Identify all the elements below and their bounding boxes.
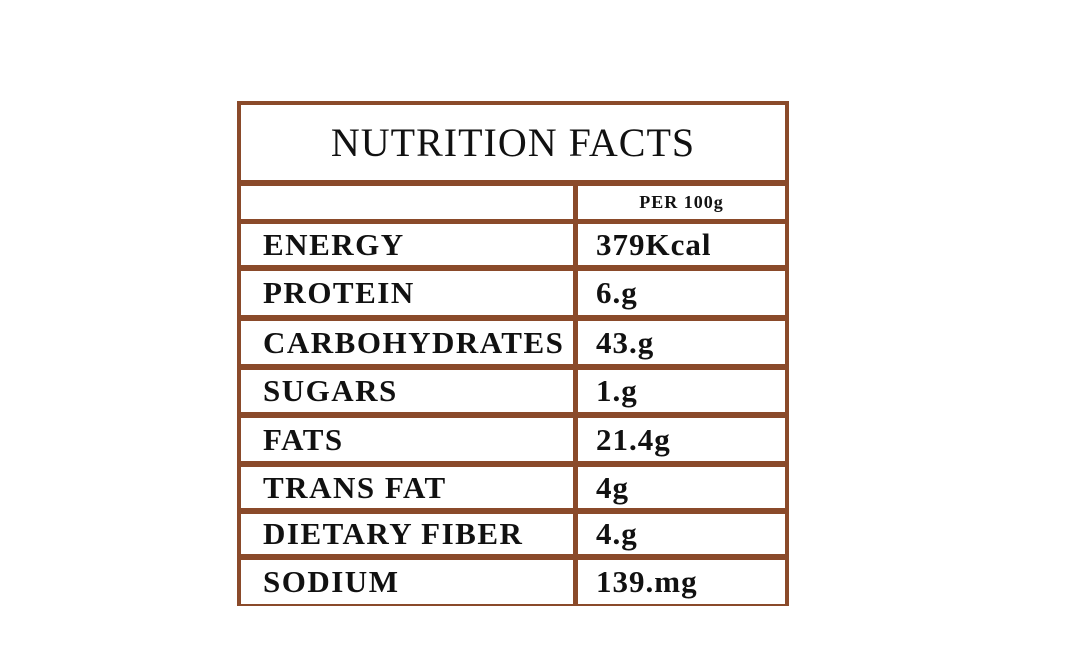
row-label: ENERGY — [263, 226, 405, 262]
row-value-cell: 6.g — [578, 271, 785, 315]
row-label-cell: FATS — [241, 418, 573, 461]
row-value-cell: 4g — [578, 467, 785, 508]
row-value-cell: 379Kcal — [578, 224, 785, 265]
row-value: 1.g — [596, 373, 638, 408]
row-value-cell: 21.4g — [578, 418, 785, 461]
row-label: SUGARS — [263, 373, 398, 408]
row-label: TRANS FAT — [263, 469, 447, 505]
header-per: PER 100g — [578, 186, 785, 219]
row-label: SODIUM — [263, 564, 400, 599]
row-label: DIETARY FIBER — [263, 516, 524, 551]
row-value: 21.4g — [596, 421, 671, 457]
row-label-cell: TRANS FAT — [241, 467, 573, 508]
row-value-cell: 4.g — [578, 514, 785, 554]
row-label-cell: ENERGY — [241, 224, 573, 265]
row-value: 6.g — [596, 275, 638, 310]
row-label: FATS — [263, 421, 344, 457]
row-value: 139.mg — [596, 564, 698, 599]
row-value: 43.g — [596, 324, 655, 360]
row-value-cell: 43.g — [578, 321, 785, 364]
row-value: 379Kcal — [596, 226, 712, 262]
row-label-cell: PROTEIN — [241, 271, 573, 315]
row-label-cell: SUGARS — [241, 370, 573, 412]
row-value: 4g — [596, 469, 629, 505]
row-label-cell: SODIUM — [241, 560, 573, 604]
row-value: 4.g — [596, 516, 638, 551]
row-label: PROTEIN — [263, 275, 415, 310]
nutrition-table: NUTRITION FACTS PER 100g ENERGY 379Kcal PR… — [237, 101, 789, 606]
row-value-cell: 139.mg — [578, 560, 785, 604]
header-empty-cell — [241, 186, 573, 219]
row-label-cell: CARBOHYDRATES — [241, 321, 573, 364]
row-label-cell: DIETARY FIBER — [241, 514, 573, 554]
row-label: CARBOHYDRATES — [263, 324, 565, 360]
table-title: NUTRITION FACTS — [241, 105, 785, 180]
row-value-cell: 1.g — [578, 370, 785, 412]
